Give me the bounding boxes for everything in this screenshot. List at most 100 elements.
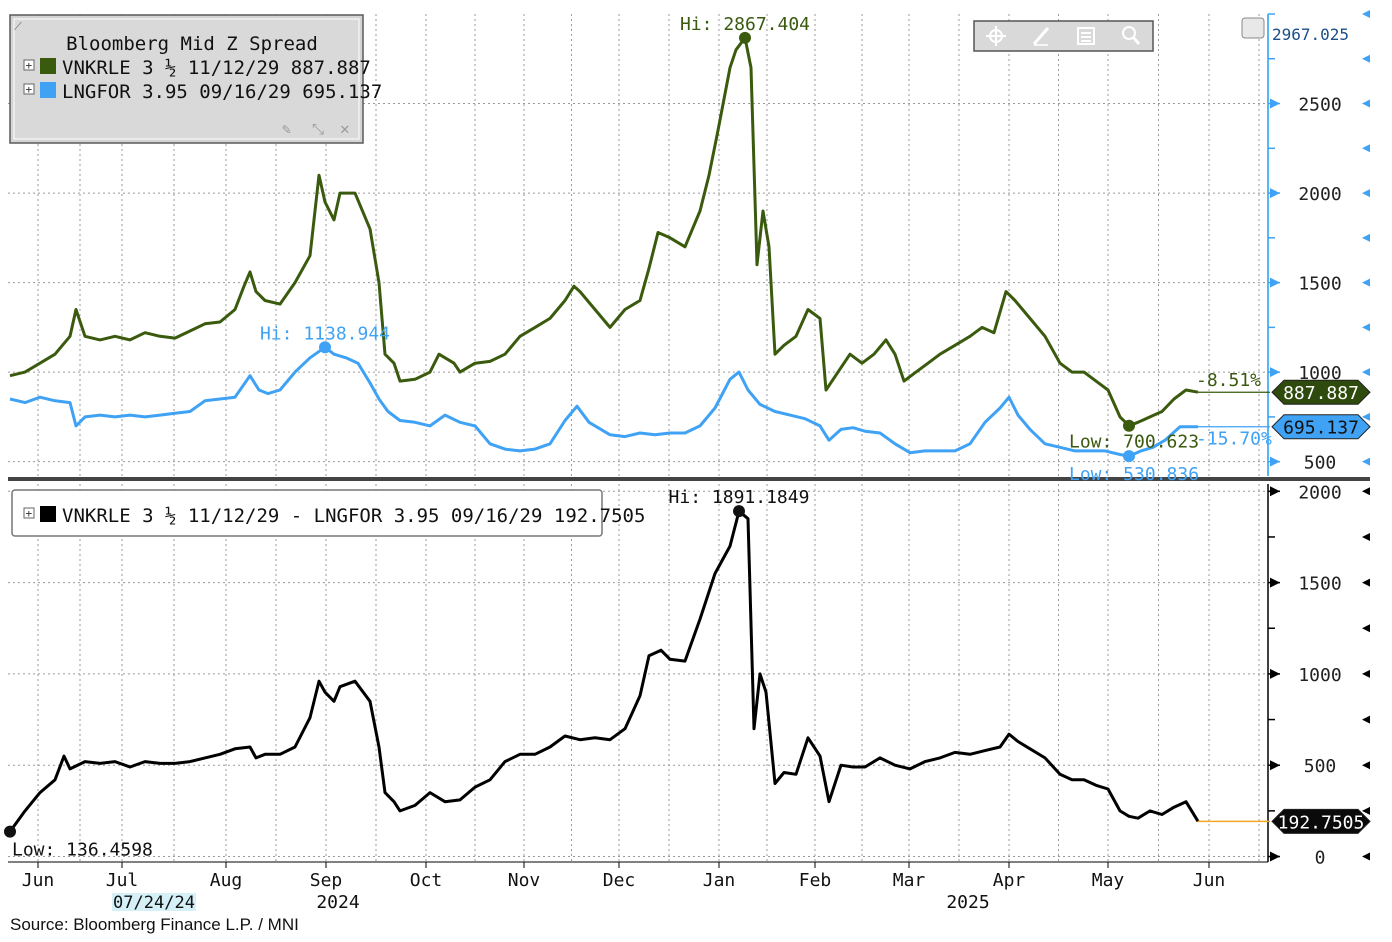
legend-bottom[interactable]: + VNKRLE 3 ½ 11/12/29 - LNGFOR 3.95 09/1… [11,489,645,537]
legend-swatch [40,82,56,98]
y-tick-label: 1000 [1298,665,1341,686]
vnkrle-change-label: -8.51% [1196,370,1261,391]
axis-tick-arrow [1362,578,1370,587]
x-month-label: Jul [106,870,139,891]
list-icon[interactable] [1077,27,1095,45]
vnkrle-hi-marker [739,31,751,44]
legend-top-item-vnkrle[interactable]: + VNKRLE 3 ½ 11/12/29 887.887 [23,57,371,79]
axis-top-label: 2967.025 [1272,25,1349,44]
crosshair-icon[interactable] [986,26,1006,46]
x-month-label: Aug [210,870,243,891]
cursor-date-highlight [112,893,196,911]
axis-tick-arrow [1362,715,1370,724]
axis-top-value-box: 2967.025 [1241,17,1379,46]
expand-icon: + [26,59,33,72]
line-spread [8,509,1200,833]
axis-tick-arrow [1362,99,1370,108]
vnkrle-low-marker [1123,419,1135,432]
year-label-2025: 2025 [946,892,989,913]
lngfor-hi-label: Hi: 1138.944 [260,323,390,344]
close-icon[interactable]: ✕ [340,119,350,138]
legend-swatch [40,58,56,74]
x-month-label: Dec [603,870,636,891]
axis-tick-marker [1270,367,1280,378]
x-axis: Jun Jul Aug Sep Oct Nov Dec Jan Feb Mar Apr May Jun 0… [8,861,1268,913]
axis-tick-arrow [1362,323,1370,332]
pencil-icon[interactable] [1032,27,1050,46]
spread-hi-marker [733,505,745,518]
axis-tick-arrow [1362,761,1370,770]
axis-tick-arrow [1362,852,1370,861]
legend-top-title: Bloomberg Mid Z Spread [66,33,318,55]
x-month-label: Jun [22,870,55,891]
legend-top-label-lngfor: LNGFOR 3.95 09/16/29 695.137 [62,81,382,103]
zoom-icon[interactable] [1122,26,1141,45]
lngfor-low-marker [1123,450,1135,463]
legend-top-item-lngfor[interactable]: + LNGFOR 3.95 09/16/29 695.137 [23,81,382,103]
axis-tick-arrow [1362,189,1370,198]
axis-tick-arrow [1362,144,1370,153]
line-vnkrle [9,36,1199,428]
axis-tick-arrow [1362,54,1370,63]
axis-tick-arrow [1362,412,1370,421]
x-month-label: Sep [310,870,343,891]
axis-tick-marker [1270,188,1280,199]
axis-tick-arrow [1362,368,1370,377]
x-month-label: Jan [703,870,736,891]
axis-tick-arrow [1362,10,1370,18]
legend-swatch [40,506,56,522]
axis-tick-arrow [1362,457,1370,466]
line-lngfor [9,345,1199,458]
x-month-label: Mar [893,870,926,891]
resize-icon[interactable]: ⤡ [312,120,324,138]
top-axis-ticks: 500 1000 1500 2000 2500 [1268,10,1370,474]
legend-bottom-label: VNKRLE 3 ½ 11/12/29 - LNGFOR 3.95 09/16/… [62,505,645,527]
x-month-label: May [1092,870,1125,891]
axis-tick-arrow [1362,806,1370,815]
vnkrle-low-label: Low: 700.623 [1069,432,1199,453]
x-month-label: Oct [410,870,443,891]
y-tick-label: 0 [1315,848,1326,869]
pin-icon[interactable]: ✎ [282,120,291,138]
spread-low-marker [4,825,16,838]
y-tick-label: 2000 [1298,184,1341,205]
year-label-2024: 2024 [316,892,359,913]
source-note: Source: Bloomberg Finance L.P. / MNI [10,915,299,934]
axis-tick-arrow [1362,487,1370,496]
x-month-label: Apr [993,870,1026,891]
axis-tick-marker [1270,577,1280,588]
spread-last-tag-text: 192.7505 [1278,812,1365,833]
axis-tick-marker [1270,486,1280,497]
bottom-axis-ticks: 0 500 1000 1500 2000 [1268,482,1370,869]
spread-hi-label: Hi: 1891.1849 [669,487,810,508]
axis-tick-marker [1270,760,1280,771]
vnkrle-last-tag-text: 887.887 [1283,383,1359,404]
y-tick-label: 1500 [1298,274,1341,295]
x-month-label: Nov [508,870,541,891]
pane-separator[interactable] [8,477,1370,481]
lngfor-last-tag-text: 695.137 [1283,418,1359,439]
y-tick-label: 500 [1304,756,1337,777]
expand-icon: + [26,507,33,520]
expand-icon: + [26,83,33,96]
lngfor-last-tag: 695.137 [1271,414,1371,440]
axis-tick-marker [1270,668,1280,679]
lngfor-low-label: Low: 530.836 [1069,464,1199,485]
vnkrle-last-tag: 887.887 [1271,379,1371,405]
chart-toolbar[interactable] [973,20,1154,52]
spread-low-label: Low: 136.4598 [12,840,153,861]
legend-top-label-vnkrle: VNKRLE 3 ½ 11/12/29 887.887 [62,57,371,79]
y-tick-label: 2000 [1298,482,1341,503]
spread-last-tag: 192.7505 [1271,808,1371,834]
axis-tick-arrow [1362,669,1370,678]
axis-tick-arrow [1362,233,1370,242]
axis-tick-arrow [1362,278,1370,287]
resize-grip-icon[interactable]: ⟋ [14,20,22,33]
axis-tick-marker [1270,456,1280,467]
y-tick-label: 1500 [1298,574,1341,595]
axis-tick-arrow [1362,532,1370,541]
legend-top[interactable]: ⟋ Bloomberg Mid Z Spread + VNKRLE 3 ½ 11… [9,14,382,144]
y-tick-label: 2500 [1298,95,1341,116]
lngfor-change-label: -15.70% [1196,429,1272,450]
